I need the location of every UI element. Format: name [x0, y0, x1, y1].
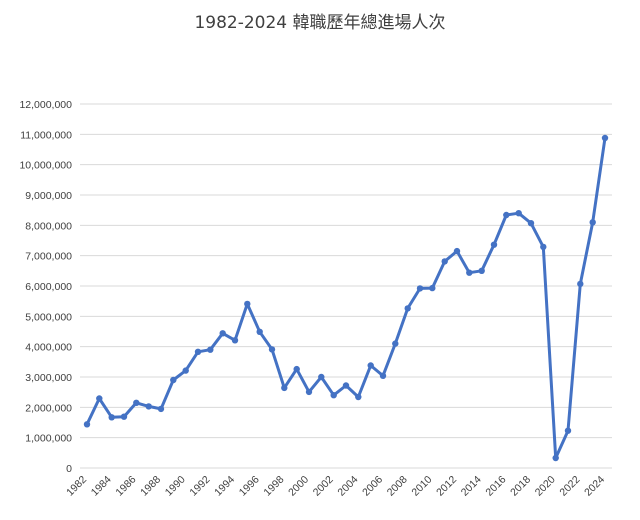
data-point — [133, 399, 140, 406]
y-tick-label: 1,000,000 — [25, 433, 72, 445]
x-axis-labels: 1982 1984 1986 1988 1990 1992 1994 1996 1998 2000… — [64, 474, 607, 499]
data-point — [256, 328, 263, 335]
x-tick-label: 1984 — [89, 474, 114, 499]
data-point — [281, 384, 288, 392]
y-tick-label: 9,000,000 — [25, 190, 72, 202]
data-point — [96, 395, 103, 402]
x-tick-label: 2022 — [557, 474, 582, 499]
data-point — [404, 305, 411, 312]
y-tick-label: 10,000,000 — [19, 160, 72, 172]
x-tick-label: 2014 — [459, 474, 484, 499]
x-tick-label: 2008 — [385, 474, 410, 499]
data-point — [194, 348, 202, 355]
data-point — [355, 393, 362, 401]
y-axis-labels: 0 1,000,000 2,000,000 3,000,000 4,000,000 5,0… — [19, 99, 72, 475]
data-point — [120, 413, 128, 420]
data-point — [305, 388, 313, 396]
x-tick-label: 1992 — [187, 474, 212, 499]
data-point — [453, 247, 461, 255]
x-tick-label: 2010 — [409, 474, 434, 499]
y-tick-label: 3,000,000 — [25, 372, 72, 384]
data-point — [540, 243, 547, 251]
series-line — [85, 136, 607, 460]
data-point — [244, 300, 251, 308]
x-tick-label: 1982 — [64, 474, 89, 499]
y-tick-label: 6,000,000 — [25, 281, 72, 293]
data-point — [83, 421, 91, 428]
data-point — [330, 392, 337, 399]
chart-title: 1982-2024 韓職歷年總進場人次 — [194, 13, 446, 33]
y-tick-label: 0 — [66, 463, 72, 475]
y-tick-label: 12,000,000 — [19, 99, 72, 111]
x-tick-label: 2004 — [335, 474, 360, 499]
data-point — [503, 211, 510, 219]
data-point — [342, 382, 350, 389]
data-point — [182, 367, 189, 374]
data-point — [552, 454, 559, 462]
x-tick-label: 2020 — [533, 474, 558, 499]
data-point — [392, 340, 399, 347]
y-tick-label: 8,000,000 — [25, 220, 72, 232]
x-tick-label: 1998 — [261, 474, 286, 499]
data-point — [367, 362, 374, 369]
data-point — [441, 258, 448, 265]
data-point — [268, 346, 276, 353]
data-point — [478, 267, 485, 274]
x-tick-label: 1986 — [113, 474, 138, 499]
data-point — [577, 280, 584, 288]
data-point — [601, 134, 609, 142]
point-layer — [83, 134, 609, 462]
x-tick-label: 1988 — [138, 474, 163, 499]
data-point — [429, 284, 436, 292]
data-point — [293, 365, 300, 373]
x-tick-label: 2018 — [508, 474, 533, 499]
x-tick-label: 1994 — [212, 474, 237, 499]
y-tick-label: 4,000,000 — [25, 342, 72, 354]
x-tick-label: 2012 — [434, 474, 459, 499]
data-point — [170, 376, 177, 384]
data-point — [108, 414, 115, 421]
x-tick-label: 2006 — [360, 474, 385, 499]
x-tick-label: 2024 — [582, 474, 607, 499]
x-tick-label: 2000 — [286, 474, 311, 499]
data-point — [157, 405, 165, 413]
data-point — [466, 269, 473, 276]
data-point — [564, 427, 572, 434]
data-point — [207, 346, 214, 353]
data-point — [416, 285, 424, 292]
data-point — [219, 330, 226, 337]
x-tick-label: 1996 — [237, 474, 262, 499]
data-point — [515, 210, 522, 217]
data-point — [318, 373, 325, 381]
data-point — [527, 220, 535, 227]
y-tick-label: 5,000,000 — [25, 311, 72, 323]
y-tick-label: 2,000,000 — [25, 402, 72, 414]
x-tick-label: 2002 — [311, 474, 336, 499]
data-point — [379, 372, 387, 379]
data-point — [589, 219, 596, 226]
series-layer — [85, 136, 607, 460]
data-point — [231, 337, 239, 344]
y-tick-label: 11,000,000 — [20, 129, 72, 141]
x-tick-label: 2016 — [483, 474, 508, 499]
grid-layer — [80, 103, 612, 469]
data-point — [145, 403, 152, 410]
x-tick-label: 1990 — [163, 474, 188, 499]
y-tick-label: 7,000,000 — [25, 251, 72, 263]
data-point — [490, 241, 498, 248]
